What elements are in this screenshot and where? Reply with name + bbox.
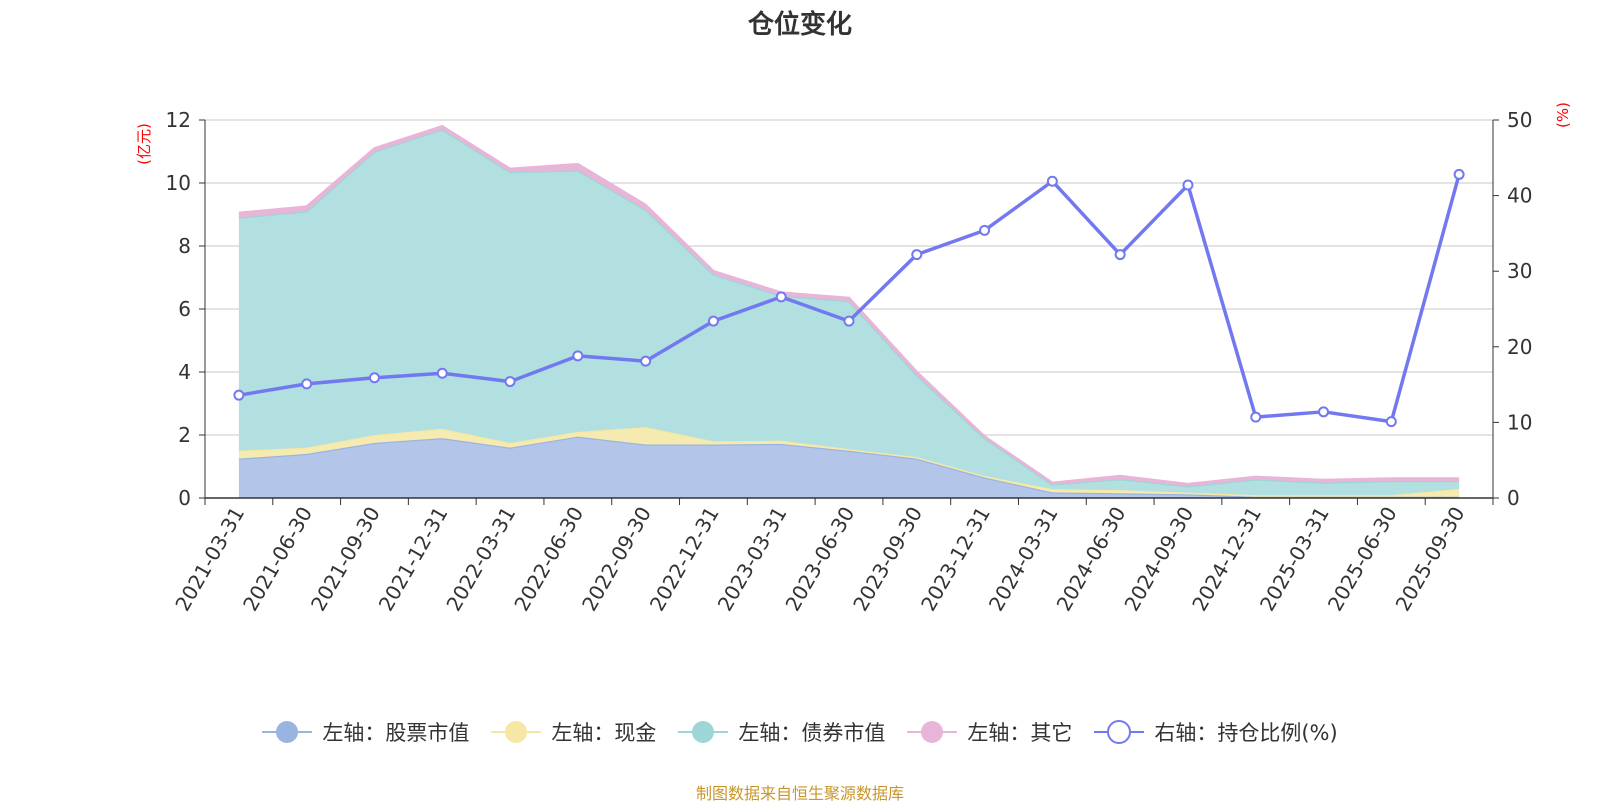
right-axis-tick-label: 20: [1507, 335, 1532, 359]
right-axis-tick-label: 40: [1507, 184, 1532, 208]
area-series-0: [238, 436, 1460, 498]
ratio-point: [504, 376, 516, 388]
x-axis-tick-label: 2024-12-31: [1187, 503, 1266, 616]
legend-item[interactable]: 左轴：股票市值: [262, 717, 469, 747]
x-axis-tick-label: 2025-09-30: [1391, 503, 1470, 616]
x-axis-tick-label: 2024-09-30: [1119, 503, 1198, 616]
area-series-3: [238, 126, 1460, 487]
left-axis-tick-label: 0: [178, 486, 191, 510]
legend-label: 左轴：股票市值: [322, 721, 470, 745]
x-axis-tick-label: 2023-12-31: [916, 502, 995, 615]
x-axis-tick-label: 2024-03-31: [984, 503, 1063, 616]
x-axis-tick-label: 2022-12-31: [645, 503, 724, 616]
legend-label: 左轴：债券市值: [738, 721, 886, 745]
x-axis-tick-label: 2022-09-30: [577, 503, 656, 616]
x-axis-tick-label: 2023-09-30: [848, 503, 927, 616]
legend-marker-icon: [262, 721, 313, 743]
x-axis-tick-label: 2023-06-30: [780, 503, 859, 616]
legend-marker-icon: [907, 721, 958, 743]
right-axis-tick-label: 50: [1507, 108, 1532, 132]
x-axis-tick-label: 2025-06-30: [1323, 503, 1402, 616]
right-axis-tick-label: 0: [1507, 486, 1520, 510]
x-axis-tick-label: 2021-06-30: [238, 503, 317, 616]
legend: 左轴：股票市值 左轴：现金 左轴：债券市值 左轴：其它 右轴：持仓比例(%): [0, 717, 1600, 747]
left-axis-tick-label: 6: [178, 297, 191, 321]
right-axis-tick-label: 10: [1507, 410, 1532, 434]
legend-item[interactable]: 右轴：持仓比例(%): [1094, 717, 1338, 747]
ratio-point: [640, 355, 652, 367]
ratio-point: [1114, 249, 1126, 261]
x-axis-tick-label: 2024-06-30: [1052, 503, 1131, 616]
source-note: 制图数据来自恒生聚源数据库: [695, 784, 904, 803]
legend-item[interactable]: 左轴：债券市值: [678, 717, 885, 747]
ratio-point: [1250, 411, 1262, 423]
ratio-point: [979, 224, 991, 236]
ratio-point: [368, 372, 380, 384]
legend-marker-icon: [678, 721, 729, 743]
ratio-point: [911, 249, 923, 261]
legend-item[interactable]: 左轴：其它: [907, 717, 1072, 747]
chart-plot: 0 2 4 6 8 10 12 0 10 20 30 40 50 2021-03-312021-06-30…: [135, 102, 1572, 616]
right-axis-tick-label: 30: [1507, 259, 1532, 283]
ratio-point: [572, 350, 584, 362]
left-axis-tick-label: 4: [178, 360, 191, 384]
x-axis-tick-label: 2025-03-31: [1255, 503, 1334, 616]
x-axis-tick-label: 2021-12-31: [374, 503, 453, 616]
ratio-point: [1453, 168, 1465, 180]
stacked-areas: [238, 124, 1460, 498]
ratio-point: [301, 378, 313, 390]
ratio-point: [1046, 175, 1058, 187]
left-axis-tick-label: 12: [166, 108, 191, 132]
x-axis-tick-label: 2021-09-30: [306, 503, 385, 616]
ratio-point: [707, 315, 719, 327]
ratio-point: [1182, 179, 1194, 191]
ratio-point: [1385, 416, 1397, 428]
legend-label: 左轴：其它: [967, 721, 1073, 745]
legend-marker-icon: [1094, 720, 1145, 744]
area-series-2: [238, 129, 1460, 496]
legend-label: 右轴：持仓比例(%): [1154, 721, 1338, 745]
ratio-point: [775, 291, 787, 303]
x-axis-tick-label: 2022-03-31: [441, 503, 520, 616]
legend-item[interactable]: 左轴：现金: [491, 717, 656, 747]
ratio-point: [436, 367, 448, 379]
area-series-edge-3: [238, 124, 1460, 486]
left-axis-tick-label: 8: [178, 234, 191, 258]
legend-marker-icon: [491, 721, 542, 743]
x-axis-tick-label: 2021-03-31: [170, 503, 249, 616]
x-axis-tick-label: 2022-06-30: [509, 503, 588, 616]
ratio-line: [233, 168, 1465, 428]
left-axis-tick-label: 2: [178, 423, 191, 447]
ratio-point: [843, 315, 855, 327]
left-axis-unit: (亿元): [135, 123, 153, 165]
legend-label: 左轴：现金: [551, 721, 657, 745]
right-axis-unit: (%): [1554, 102, 1572, 128]
chart-title: 仓位变化: [747, 10, 852, 40]
left-axis-tick-label: 10: [166, 171, 191, 195]
ratio-point: [233, 389, 245, 401]
ratio-point: [1318, 406, 1330, 418]
x-axis-tick-label: 2023-03-31: [713, 503, 792, 616]
